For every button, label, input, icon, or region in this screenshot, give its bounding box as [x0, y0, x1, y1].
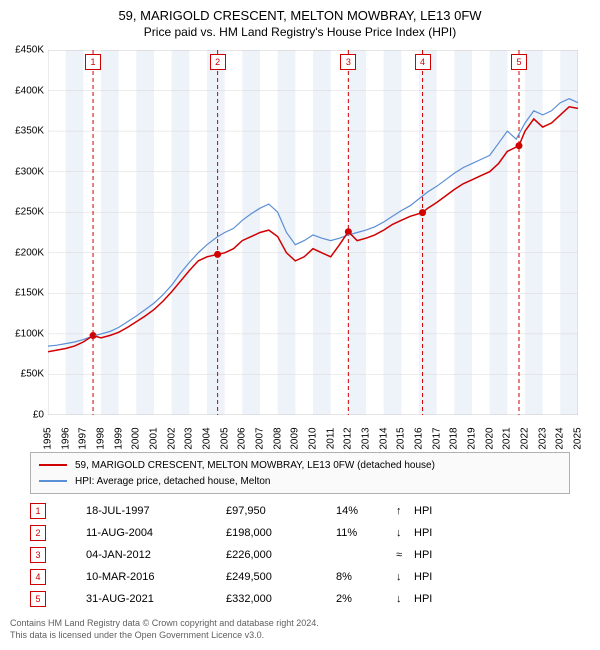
y-axis-label: £400K	[15, 85, 44, 96]
legend-box: 59, MARIGOLD CRESCENT, MELTON MOWBRAY, L…	[30, 452, 570, 494]
chart-marker-3: 3	[340, 54, 356, 70]
transaction-pct: 8%	[336, 571, 396, 583]
y-axis-label: £200K	[15, 247, 44, 258]
y-axis-label: £450K	[15, 45, 44, 56]
x-axis-label: 2006	[237, 427, 248, 449]
x-axis-label: 2017	[431, 427, 442, 449]
transaction-price: £332,000	[226, 593, 336, 605]
transaction-hpi-label: HPI	[414, 593, 454, 605]
x-axis-label: 2018	[449, 427, 460, 449]
chart-svg	[48, 50, 578, 415]
footer-attribution: Contains HM Land Registry data © Crown c…	[10, 618, 319, 641]
x-axis-label: 2019	[467, 427, 478, 449]
transaction-date: 04-JAN-2012	[86, 549, 226, 561]
transaction-row: 2 11-AUG-2004£198,00011%↓HPI	[30, 522, 570, 544]
chart-marker-2: 2	[210, 54, 226, 70]
transaction-price: £198,000	[226, 527, 336, 539]
transaction-arrow-icon: ↑	[396, 505, 414, 517]
x-axis-label: 2005	[219, 427, 230, 449]
footer-line2: This data is licensed under the Open Gov…	[10, 630, 319, 642]
x-axis-label: 2010	[308, 427, 319, 449]
title-address: 59, MARIGOLD CRESCENT, MELTON MOWBRAY, L…	[0, 8, 600, 23]
x-axis-label: 2015	[396, 427, 407, 449]
x-axis-label: 2004	[202, 427, 213, 449]
x-axis-label: 2016	[414, 427, 425, 449]
transaction-row: 3 04-JAN-2012£226,000 ≈HPI	[30, 544, 570, 566]
transaction-price: £249,500	[226, 571, 336, 583]
x-axis-label: 1998	[96, 427, 107, 449]
y-axis-label: £300K	[15, 166, 44, 177]
chart-marker-4: 4	[415, 54, 431, 70]
x-axis-label: 2001	[149, 427, 160, 449]
chart-container: 59, MARIGOLD CRESCENT, MELTON MOWBRAY, L…	[0, 0, 600, 650]
transaction-row: 4 10-MAR-2016£249,5008%↓HPI	[30, 566, 570, 588]
transaction-marker-num: 5	[30, 591, 46, 607]
x-axis-label: 2002	[166, 427, 177, 449]
chart-marker-5: 5	[511, 54, 527, 70]
x-axis-label: 2000	[131, 427, 142, 449]
legend-swatch	[39, 464, 67, 466]
transaction-marker-num: 4	[30, 569, 46, 585]
title-block: 59, MARIGOLD CRESCENT, MELTON MOWBRAY, L…	[0, 0, 600, 39]
legend-label: 59, MARIGOLD CRESCENT, MELTON MOWBRAY, L…	[75, 460, 435, 471]
transaction-arrow-icon: ≈	[396, 549, 414, 561]
x-axis-label: 2025	[573, 427, 584, 449]
y-axis-label: £150K	[15, 288, 44, 299]
y-axis-label: £250K	[15, 207, 44, 218]
x-axis-label: 1999	[113, 427, 124, 449]
x-axis-label: 2008	[272, 427, 283, 449]
transaction-hpi-label: HPI	[414, 505, 454, 517]
transaction-pct: 11%	[336, 527, 396, 539]
y-axis-label: £0	[33, 410, 44, 421]
transaction-hpi-label: HPI	[414, 527, 454, 539]
legend-swatch	[39, 480, 67, 482]
x-axis-label: 2011	[325, 428, 336, 450]
y-axis-label: £350K	[15, 126, 44, 137]
x-axis-label: 2024	[555, 427, 566, 449]
x-axis-label: 2003	[184, 427, 195, 449]
legend-label: HPI: Average price, detached house, Melt…	[75, 476, 271, 487]
legend-item: HPI: Average price, detached house, Melt…	[39, 473, 561, 489]
transaction-marker-num: 3	[30, 547, 46, 563]
x-axis-label: 2009	[290, 427, 301, 449]
transaction-marker-num: 1	[30, 503, 46, 519]
transaction-arrow-icon: ↓	[396, 571, 414, 583]
transactions-table: 118-JUL-1997£97,95014%↑HPI211-AUG-2004£1…	[30, 500, 570, 610]
transaction-price: £97,950	[226, 505, 336, 517]
transaction-date: 18-JUL-1997	[86, 505, 226, 517]
x-axis-label: 2007	[255, 427, 266, 449]
footer-line1: Contains HM Land Registry data © Crown c…	[10, 618, 319, 630]
x-axis-label: 2020	[484, 427, 495, 449]
x-axis-label: 2012	[343, 427, 354, 449]
y-axis-label: £100K	[15, 328, 44, 339]
transaction-price: £226,000	[226, 549, 336, 561]
chart-area: £0£50K£100K£150K£200K£250K£300K£350K£400…	[48, 50, 578, 415]
chart-marker-1: 1	[85, 54, 101, 70]
x-axis-label: 2021	[502, 427, 513, 449]
x-axis-label: 2014	[378, 427, 389, 449]
x-axis-label: 2013	[361, 427, 372, 449]
transaction-arrow-icon: ↓	[396, 527, 414, 539]
transaction-pct: 2%	[336, 593, 396, 605]
transaction-arrow-icon: ↓	[396, 593, 414, 605]
transaction-date: 10-MAR-2016	[86, 571, 226, 583]
x-axis-label: 1995	[43, 427, 54, 449]
x-axis-label: 1997	[78, 427, 89, 449]
y-axis-label: £50K	[21, 369, 44, 380]
transaction-hpi-label: HPI	[414, 571, 454, 583]
transaction-date: 11-AUG-2004	[86, 527, 226, 539]
x-axis-label: 2022	[520, 427, 531, 449]
transaction-date: 31-AUG-2021	[86, 593, 226, 605]
transaction-row: 1 18-JUL-1997£97,95014%↑HPI	[30, 500, 570, 522]
title-subtitle: Price paid vs. HM Land Registry's House …	[0, 25, 600, 39]
x-axis-label: 1996	[60, 427, 71, 449]
transaction-hpi-label: HPI	[414, 549, 454, 561]
x-axis-label: 2023	[537, 427, 548, 449]
transaction-marker-num: 2	[30, 525, 46, 541]
legend-item: 59, MARIGOLD CRESCENT, MELTON MOWBRAY, L…	[39, 457, 561, 473]
transaction-pct: 14%	[336, 505, 396, 517]
transaction-row: 5 31-AUG-2021£332,0002%↓HPI	[30, 588, 570, 610]
